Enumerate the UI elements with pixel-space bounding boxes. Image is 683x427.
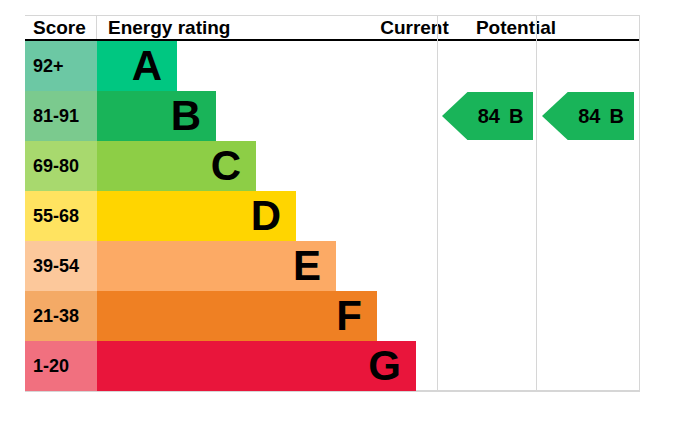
table-header-row: Score Energy rating Current Potential [25,16,640,41]
potential-column-divider [536,16,537,390]
score-column-header: Score [25,16,97,39]
band-letter: D [251,195,281,237]
band-score-label: 55-68 [25,191,97,241]
band-letter: A [132,45,162,87]
band-bar: G [97,341,416,391]
band-bar: D [97,191,296,241]
band-letter: E [293,245,321,287]
band-row-d: 55-68 D [25,191,640,241]
epc-energy-rating-chart: Score Energy rating Current Potential 92… [0,0,683,427]
band-bar: C [97,141,256,191]
band-bar: F [97,291,377,341]
band-bar: E [97,241,336,291]
band-rows: 92+ A 81-91 B 69-80 C 55-68 D 39-54 E 21… [25,41,640,391]
potential-column-header: Potential [464,16,568,39]
band-row-e: 39-54 E [25,241,640,291]
current-rating-value: 84 [478,105,500,128]
band-score-label: 92+ [25,41,97,91]
band-bar: B [97,91,216,141]
band-bar: A [97,41,177,91]
band-letter: C [211,145,241,187]
band-row-a: 92+ A [25,41,640,91]
band-score-label: 81-91 [25,91,97,141]
band-score-label: 1-20 [25,341,97,391]
potential-rating-band: B [609,105,623,128]
current-column-divider [437,16,438,390]
band-letter: G [368,345,401,387]
current-rating-band: B [509,105,523,128]
band-row-g: 1-20 G [25,341,640,391]
band-score-label: 69-80 [25,141,97,191]
band-letter: B [171,95,201,137]
band-row-c: 69-80 C [25,141,640,191]
band-letter: F [336,295,362,337]
potential-rating-value: 84 [578,105,600,128]
band-score-label: 39-54 [25,241,97,291]
table-right-border [639,16,640,390]
current-column-header: Current [365,16,464,39]
band-score-label: 21-38 [25,291,97,341]
epc-table: Score Energy rating Current Potential 92… [25,15,640,392]
band-row-f: 21-38 F [25,291,640,341]
energy-rating-column-header: Energy rating [97,16,365,39]
